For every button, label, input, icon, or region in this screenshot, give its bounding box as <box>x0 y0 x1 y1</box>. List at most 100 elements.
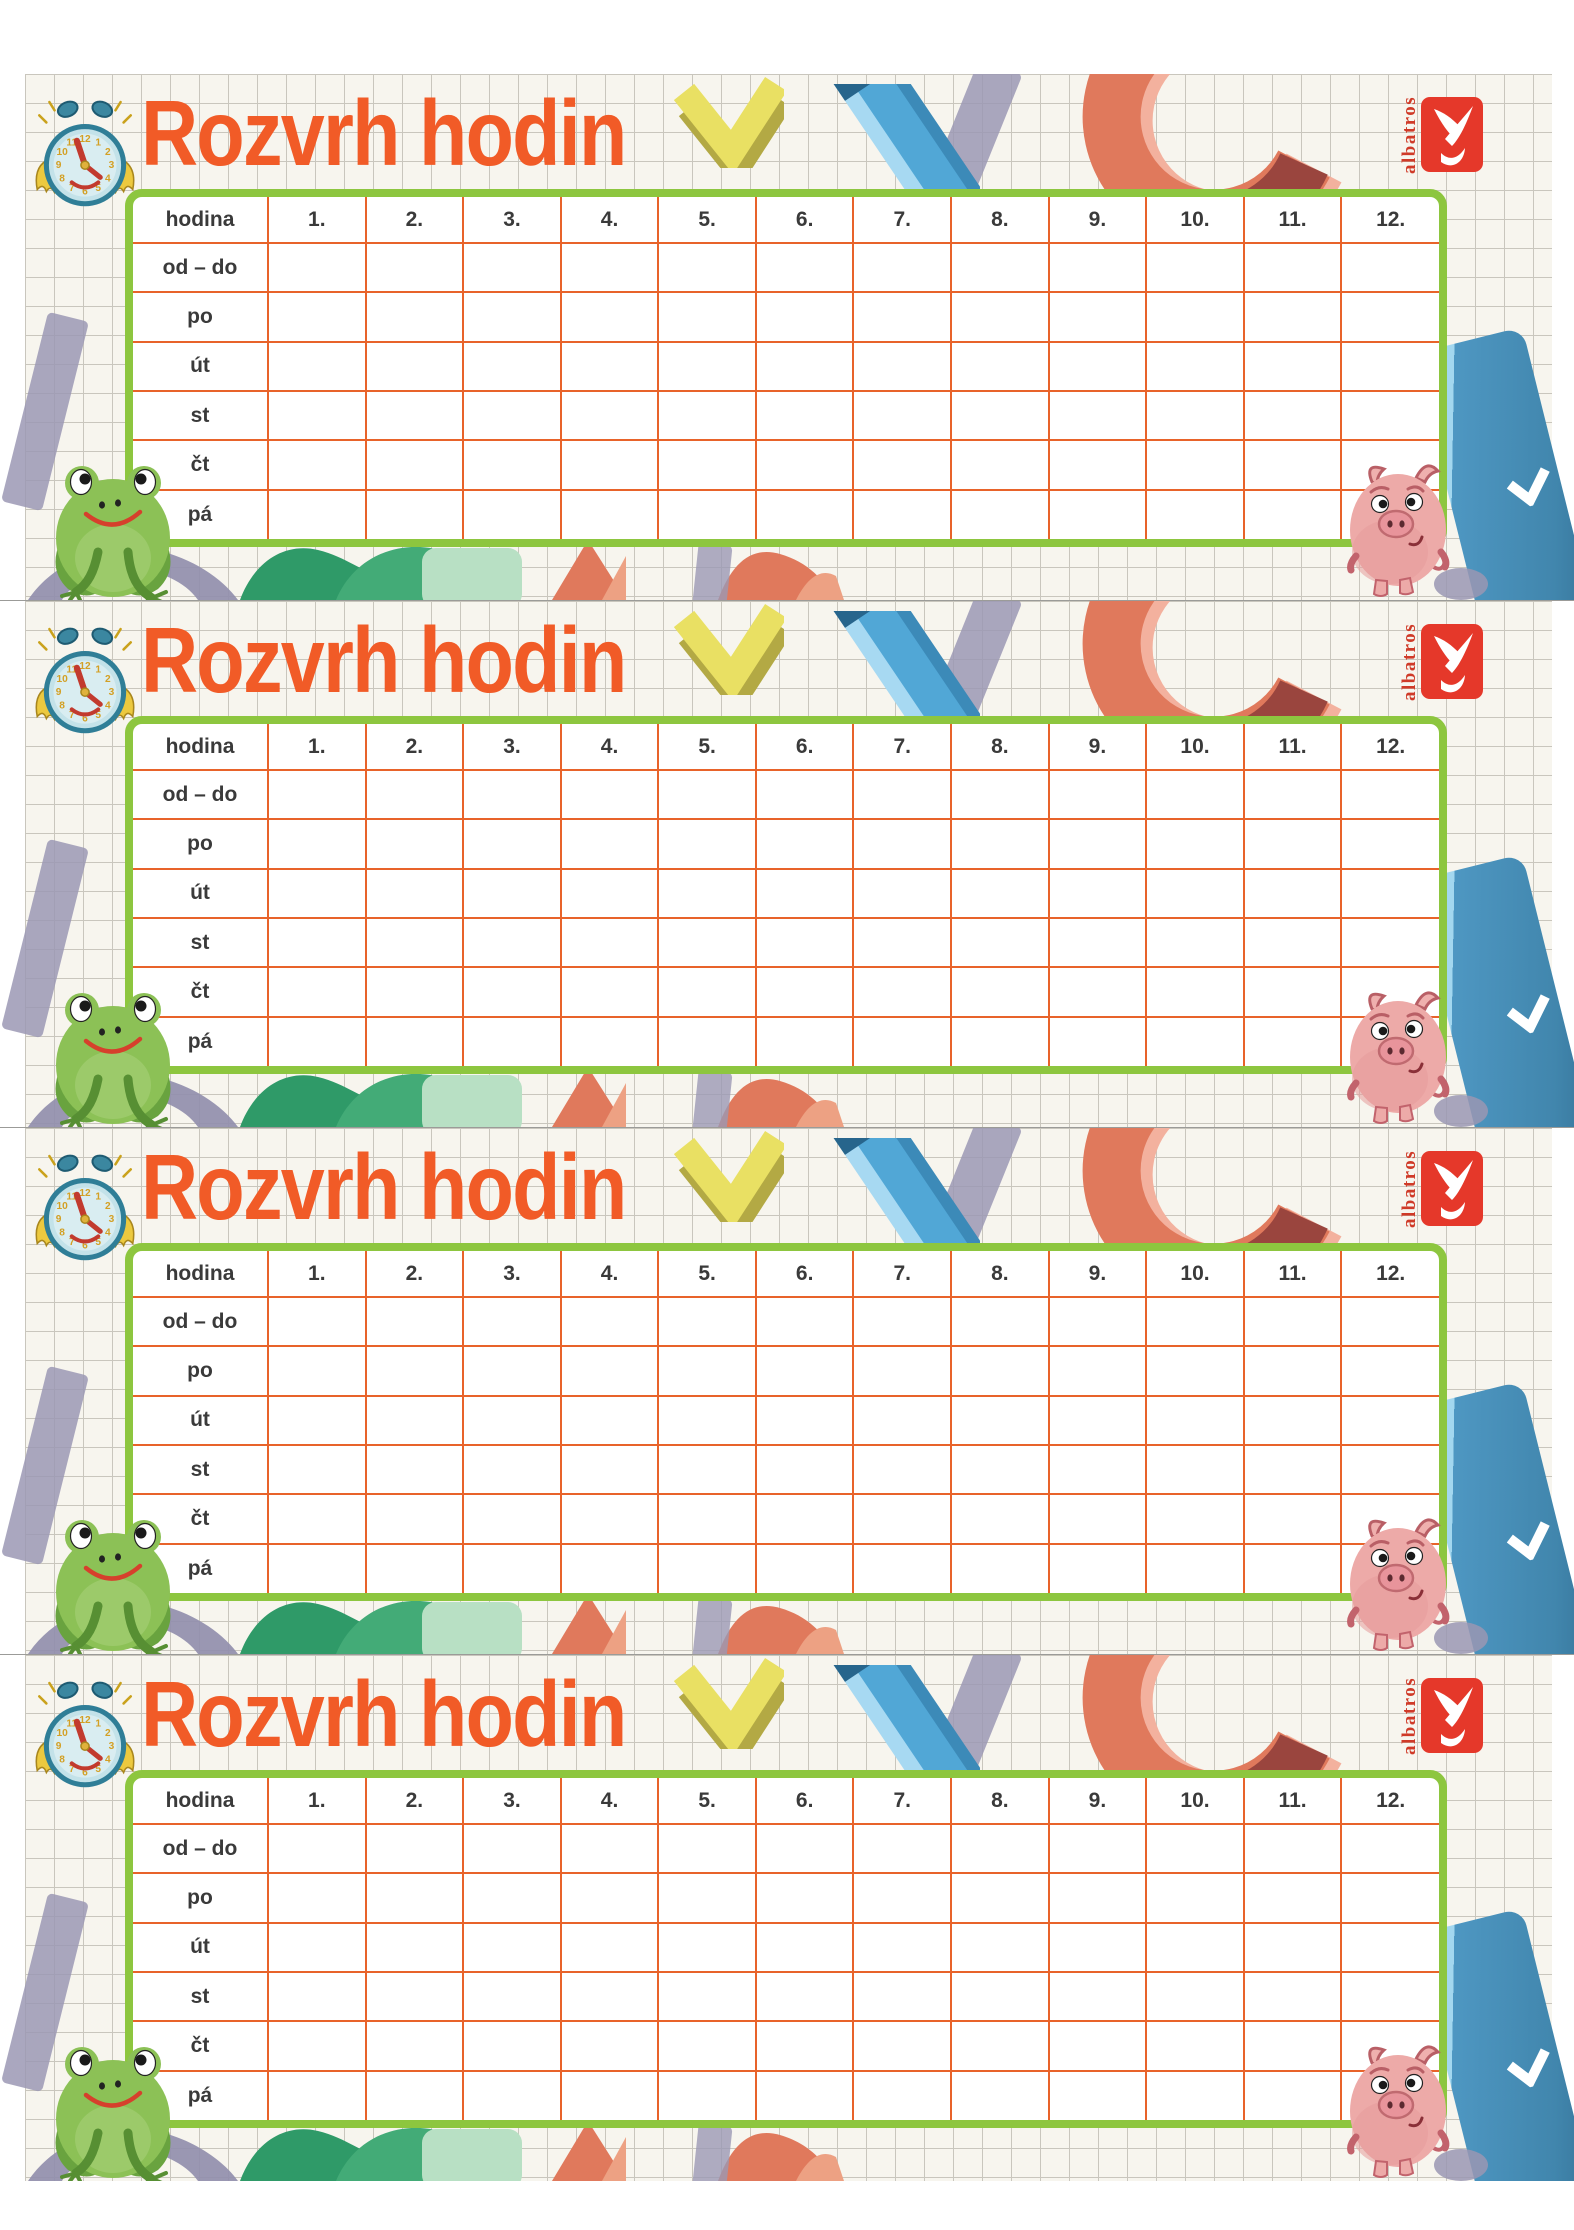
empty-schedule-cell <box>852 1443 953 1496</box>
blue-crayon-icon <box>825 611 980 731</box>
svg-text:9: 9 <box>56 1214 62 1225</box>
empty-schedule-cell <box>462 340 562 392</box>
svg-text:4: 4 <box>105 1227 111 1238</box>
frog-icon <box>55 466 171 600</box>
svg-text:2: 2 <box>105 1201 111 1212</box>
empty-schedule-cell <box>1145 340 1245 392</box>
empty-schedule-cell <box>950 916 1050 969</box>
row-label: po <box>132 818 269 870</box>
empty-schedule-cell <box>1145 241 1245 294</box>
svg-text:5: 5 <box>95 1764 101 1775</box>
row-label: od – do <box>132 1295 269 1348</box>
empty-schedule-cell <box>950 1872 1050 1924</box>
empty-schedule-cell <box>1242 1345 1343 1397</box>
empty-schedule-cell <box>462 291 562 343</box>
period-header-11: 11. <box>1242 1777 1343 1825</box>
empty-schedule-cell <box>754 1345 855 1397</box>
period-header-12: 12. <box>1340 1250 1440 1298</box>
albatros-bird-icon <box>1434 106 1473 166</box>
period-header-12: 12. <box>1340 1777 1440 1825</box>
svg-text:12: 12 <box>79 134 91 145</box>
empty-schedule-cell <box>559 1295 660 1348</box>
empty-schedule-cell <box>1145 1872 1245 1924</box>
empty-schedule-cell <box>657 1542 757 1595</box>
period-header-5: 5. <box>657 196 757 244</box>
schedule-grid: hodina 1. 2. 3. 4. 5. 6. 7. 8. 9. 10. 11. 12. od – do… <box>132 1777 1440 2122</box>
empty-schedule-cell <box>852 1295 953 1348</box>
empty-schedule-cell <box>1242 488 1343 541</box>
period-header-8: 8. <box>950 196 1050 244</box>
empty-schedule-cell <box>1047 1970 1148 2023</box>
svg-text:8: 8 <box>59 700 65 711</box>
empty-schedule-cell <box>1242 867 1343 919</box>
empty-schedule-cell <box>1242 1542 1343 1595</box>
empty-schedule-cell <box>1047 867 1148 919</box>
empty-schedule-cell <box>1242 1872 1343 1924</box>
timetable-table: hodina 1. 2. 3. 4. 5. 6. 7. 8. 9. 10. 11. 12. od – do… <box>125 1243 1447 1601</box>
empty-schedule-cell <box>1242 1394 1343 1446</box>
empty-schedule-cell <box>852 768 953 821</box>
empty-schedule-cell <box>950 2020 1050 2072</box>
empty-schedule-cell <box>1047 1493 1148 1545</box>
svg-text:10: 10 <box>56 1201 68 1212</box>
empty-schedule-cell <box>1242 340 1343 392</box>
empty-schedule-cell <box>950 241 1050 294</box>
pig-icon <box>1347 464 1450 597</box>
empty-schedule-cell <box>852 1493 953 1545</box>
empty-schedule-cell <box>559 439 660 491</box>
empty-schedule-cell <box>657 1443 757 1496</box>
empty-schedule-cell <box>950 1394 1050 1446</box>
empty-schedule-cell <box>559 1921 660 1973</box>
yellow-check-icon <box>674 1130 784 1222</box>
row-label: út <box>132 340 269 392</box>
empty-schedule-cell <box>754 1872 855 1924</box>
empty-schedule-cell <box>364 291 465 343</box>
empty-schedule-cell <box>267 1872 367 1924</box>
empty-schedule-cell <box>657 768 757 821</box>
empty-schedule-cell <box>267 867 367 919</box>
empty-schedule-cell <box>852 1394 953 1446</box>
svg-text:3: 3 <box>109 1741 115 1752</box>
empty-schedule-cell <box>852 2020 953 2072</box>
albatros-logo <box>1421 97 1483 172</box>
corner-header-hodina: hodina <box>132 1777 269 1825</box>
timetable-table: hodina 1. 2. 3. 4. 5. 6. 7. 8. 9. 10. 11. 12. od – do… <box>125 716 1447 1074</box>
empty-schedule-cell <box>462 1493 562 1545</box>
svg-text:1: 1 <box>95 1718 101 1729</box>
empty-schedule-cell <box>950 291 1050 343</box>
empty-schedule-cell <box>559 1970 660 2023</box>
svg-text:2: 2 <box>105 147 111 158</box>
empty-schedule-cell <box>559 389 660 442</box>
empty-schedule-cell <box>267 916 367 969</box>
empty-schedule-cell <box>462 1394 562 1446</box>
empty-schedule-cell <box>462 389 562 442</box>
empty-schedule-cell <box>1047 966 1148 1018</box>
empty-schedule-cell <box>1340 1443 1440 1496</box>
empty-schedule-cell <box>1242 1493 1343 1545</box>
empty-schedule-cell <box>950 488 1050 541</box>
empty-schedule-cell <box>364 1970 465 2023</box>
svg-text:7: 7 <box>69 183 75 194</box>
svg-text:1: 1 <box>95 137 101 148</box>
period-header-3: 3. <box>462 1777 562 1825</box>
blue-shape-right-icon <box>1413 1380 1574 1654</box>
row-label: od – do <box>132 241 269 294</box>
table-header-row: hodina 1. 2. 3. 4. 5. 6. 7. 8. 9. 10. 11. 12. <box>132 1250 1440 1298</box>
empty-schedule-cell <box>852 1872 953 1924</box>
table-row: od – do <box>132 241 1440 294</box>
empty-schedule-cell <box>364 916 465 969</box>
svg-text:10: 10 <box>56 674 68 685</box>
period-header-8: 8. <box>950 1777 1050 1825</box>
empty-schedule-cell <box>852 439 953 491</box>
period-header-8: 8. <box>950 723 1050 771</box>
albatros-wordmark: albatros <box>1399 622 1420 701</box>
empty-schedule-cell <box>1145 1542 1245 1595</box>
svg-text:1: 1 <box>95 1191 101 1202</box>
svg-text:4: 4 <box>105 1754 111 1765</box>
table-row: st <box>132 1443 1440 1496</box>
empty-schedule-cell <box>364 966 465 1018</box>
empty-schedule-cell <box>267 966 367 1018</box>
empty-schedule-cell <box>1145 1015 1245 1068</box>
